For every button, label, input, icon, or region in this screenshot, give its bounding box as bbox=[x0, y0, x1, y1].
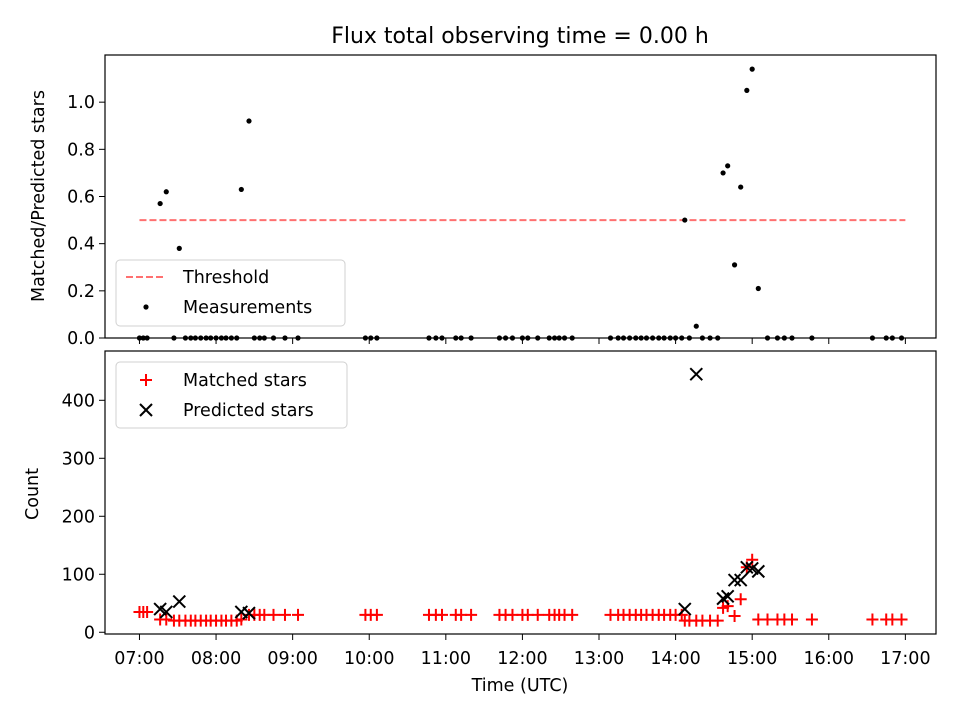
bottom-axes-frame bbox=[104, 350, 937, 635]
top-panel: Matched/Predicted stars 0.0 0.2 0.4 0.6 0.8 1… bbox=[29, 54, 937, 349]
predicted-star-marker bbox=[727, 573, 742, 587]
matched-star-marker bbox=[435, 608, 448, 621]
top-legend: Threshold Measurements bbox=[115, 259, 346, 327]
matched-star-marker bbox=[728, 610, 741, 623]
measurement-point bbox=[720, 170, 726, 176]
predicted-star-marker bbox=[172, 594, 186, 609]
bottom-ytick-label: 300 bbox=[62, 449, 95, 469]
bottom-xtick-label: 14:00 bbox=[650, 649, 700, 669]
legend-measurements-label: Measurements bbox=[183, 298, 312, 318]
predicted-stars-series bbox=[153, 367, 766, 620]
matched-stars-series bbox=[133, 553, 908, 627]
predicted-star-marker bbox=[689, 367, 703, 381]
bottom-xtick-label: 10:00 bbox=[344, 649, 394, 669]
top-ytick-label: 0.2 bbox=[67, 282, 95, 302]
legend-predicted-swatch bbox=[139, 403, 153, 417]
top-legend-box bbox=[115, 259, 346, 327]
measurement-point bbox=[749, 66, 755, 72]
bottom-ytick-label: 400 bbox=[62, 391, 95, 411]
matched-star-marker bbox=[160, 613, 173, 626]
measurement-point bbox=[682, 217, 688, 223]
measurement-point bbox=[738, 184, 744, 190]
bottom-ylabel: Count bbox=[23, 468, 43, 520]
top-ytick-label: 0.0 bbox=[67, 329, 95, 349]
bottom-xtick-label: 11:00 bbox=[421, 649, 471, 669]
legend-matched-swatch bbox=[140, 374, 152, 386]
predicted-star-marker bbox=[242, 606, 256, 620]
matched-star-marker bbox=[786, 613, 799, 626]
matched-star-marker bbox=[895, 613, 908, 626]
top-ytick-label: 0.6 bbox=[67, 188, 95, 208]
legend-matched-label: Matched stars bbox=[183, 371, 307, 391]
matched-star-marker bbox=[866, 613, 879, 626]
measurement-point bbox=[693, 323, 699, 329]
legend-measurements-swatch bbox=[143, 304, 149, 310]
measurement-point bbox=[744, 87, 750, 93]
predicted-star-marker bbox=[678, 602, 692, 616]
measurements-series bbox=[136, 66, 905, 341]
matched-star-marker bbox=[278, 608, 291, 621]
bottom-legend-box bbox=[115, 361, 348, 429]
top-ylabel: Matched/Predicted stars bbox=[29, 90, 49, 302]
bottom-xtick-label: 09:00 bbox=[267, 649, 317, 669]
matched-star-marker bbox=[235, 613, 248, 626]
bottom-legend: Matched stars Predicted stars bbox=[115, 361, 348, 429]
matched-star-marker bbox=[370, 608, 383, 621]
matched-star-marker bbox=[465, 608, 478, 621]
matched-star-marker bbox=[531, 608, 544, 621]
measurement-point bbox=[238, 186, 244, 193]
legend-predicted-label: Predicted stars bbox=[183, 401, 314, 421]
measurement-point bbox=[725, 163, 731, 169]
bottom-xtick-label: 16:00 bbox=[804, 649, 854, 669]
predicted-star-marker bbox=[159, 605, 173, 619]
matched-star-marker bbox=[746, 553, 759, 566]
measurement-point bbox=[163, 189, 169, 195]
predicted-star-marker bbox=[751, 564, 766, 579]
predicted-star-marker bbox=[733, 573, 748, 587]
bottom-axes-ticks: 0 100 200 300 400 07:00 08:00 09:00 10:00 11:00 12… bbox=[62, 391, 931, 669]
bottom-ytick-label: 200 bbox=[62, 507, 95, 527]
top-axes-ticks: 0.0 0.2 0.4 0.6 0.8 1.0 bbox=[67, 93, 906, 349]
measurement-point bbox=[755, 285, 761, 292]
bottom-xtick-label: 15:00 bbox=[727, 649, 777, 669]
bottom-xtick-label: 17:00 bbox=[880, 649, 930, 669]
matched-star-marker bbox=[711, 614, 724, 627]
matched-star-marker bbox=[566, 608, 579, 621]
chart-title: Flux total observing time = 0.00 h bbox=[331, 24, 709, 49]
predicted-star-marker bbox=[740, 560, 754, 575]
top-ytick-label: 1.0 bbox=[67, 93, 95, 113]
matched-star-marker bbox=[734, 593, 747, 606]
matched-star-marker bbox=[805, 613, 818, 626]
bottom-xtick-label: 08:00 bbox=[191, 649, 241, 669]
matched-star-marker bbox=[267, 608, 280, 621]
bottom-panel: Count Time (UTC) 0 100 200 300 400 07:00 08:00… bbox=[23, 350, 937, 696]
bottom-xtick-label: 07:00 bbox=[114, 649, 164, 669]
bottom-ytick-label: 0 bbox=[84, 623, 95, 643]
bottom-xtick-label: 13:00 bbox=[574, 649, 624, 669]
matched-star-marker bbox=[141, 605, 154, 618]
top-ytick-label: 0.8 bbox=[67, 140, 95, 160]
predicted-star-marker bbox=[720, 589, 735, 604]
measurement-point bbox=[157, 200, 163, 207]
top-axes-frame bbox=[104, 54, 937, 339]
bottom-xlabel: Time (UTC) bbox=[471, 676, 569, 696]
measurement-point bbox=[246, 118, 252, 124]
matched-star-marker bbox=[292, 608, 305, 621]
top-ytick-label: 0.4 bbox=[67, 235, 95, 255]
bottom-xtick-label: 12:00 bbox=[497, 649, 547, 669]
bottom-ytick-label: 100 bbox=[62, 565, 95, 585]
legend-threshold-label: Threshold bbox=[182, 268, 269, 288]
measurement-point bbox=[731, 262, 738, 268]
measurement-point bbox=[176, 245, 182, 251]
